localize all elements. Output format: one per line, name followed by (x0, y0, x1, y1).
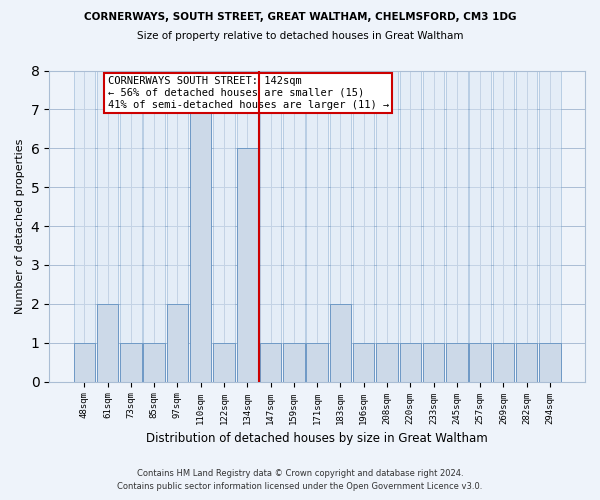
Bar (190, 110, 211, 382)
Bar (376, 70, 398, 382)
Bar (236, 148, 258, 382)
Bar (539, 343, 560, 382)
Bar (167, 70, 188, 382)
Bar (400, 70, 421, 382)
Text: Contains HM Land Registry data © Crown copyright and database right 2024.
Contai: Contains HM Land Registry data © Crown c… (118, 470, 482, 491)
X-axis label: Distribution of detached houses by size in Great Waltham: Distribution of detached houses by size … (146, 432, 488, 445)
Bar (283, 70, 305, 382)
Y-axis label: Number of detached properties: Number of detached properties (15, 138, 25, 314)
Bar (307, 70, 328, 382)
Bar (539, 70, 560, 382)
Bar (213, 70, 235, 382)
Text: CORNERWAYS, SOUTH STREET, GREAT WALTHAM, CHELMSFORD, CM3 1DG: CORNERWAYS, SOUTH STREET, GREAT WALTHAM,… (84, 12, 516, 22)
Bar (74, 343, 95, 382)
Bar (516, 343, 538, 382)
Bar (190, 70, 211, 382)
Bar (283, 343, 305, 382)
Bar (329, 70, 351, 382)
Bar (260, 343, 281, 382)
Bar (469, 70, 491, 382)
Bar (307, 343, 328, 382)
Text: Size of property relative to detached houses in Great Waltham: Size of property relative to detached ho… (137, 31, 463, 41)
Bar (353, 70, 374, 382)
Text: CORNERWAYS SOUTH STREET: 142sqm
← 56% of detached houses are smaller (15)
41% of: CORNERWAYS SOUTH STREET: 142sqm ← 56% of… (107, 76, 389, 110)
Bar (120, 70, 142, 382)
Bar (74, 70, 95, 382)
Bar (493, 343, 514, 382)
Bar (446, 70, 467, 382)
Bar (329, 304, 351, 382)
Bar (469, 343, 491, 382)
Bar (423, 70, 444, 382)
Bar (516, 70, 538, 382)
Bar (167, 304, 188, 382)
Bar (236, 70, 258, 382)
Bar (353, 343, 374, 382)
Bar (446, 343, 467, 382)
Bar (97, 304, 118, 382)
Bar (423, 343, 444, 382)
Bar (493, 70, 514, 382)
Bar (376, 343, 398, 382)
Bar (120, 343, 142, 382)
Bar (143, 343, 165, 382)
Bar (97, 70, 118, 382)
Bar (260, 70, 281, 382)
Bar (143, 70, 165, 382)
Bar (400, 343, 421, 382)
Bar (213, 343, 235, 382)
